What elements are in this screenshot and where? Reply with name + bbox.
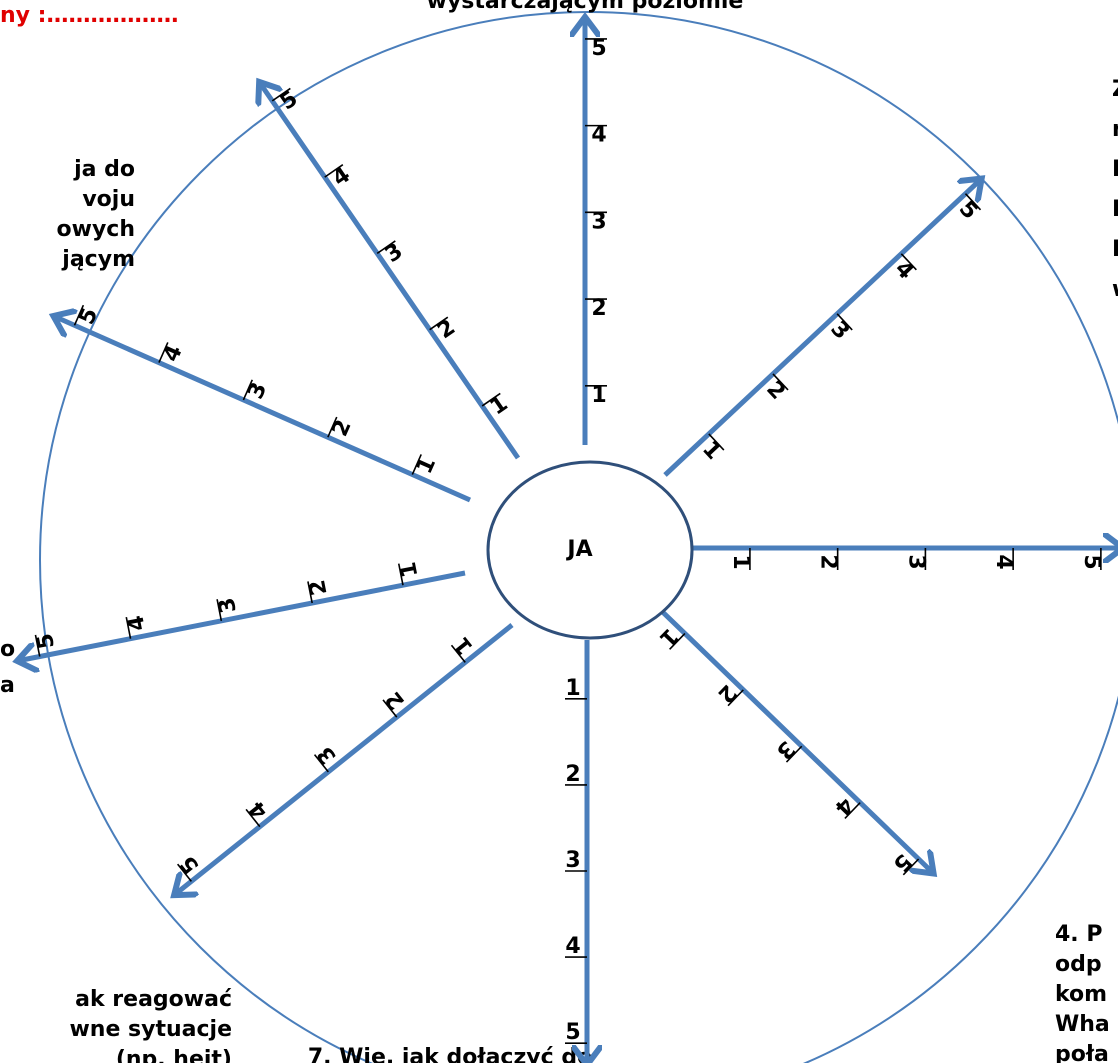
tick-label: 4	[591, 123, 606, 148]
side-text: I	[1112, 237, 1118, 262]
side-text: a	[0, 673, 15, 698]
axis-arrow	[262, 86, 521, 460]
tick-label: 2	[305, 578, 332, 598]
side-text: odp	[1055, 952, 1102, 977]
tick	[669, 632, 686, 650]
tick	[411, 454, 422, 475]
cut-text: wystarczającym poziomie	[427, 0, 744, 14]
tick-label: 5	[565, 1020, 580, 1045]
axis-arrow	[22, 570, 466, 660]
tick	[158, 342, 169, 363]
tick-label: 2	[565, 762, 580, 787]
tick-label: 3	[903, 554, 928, 569]
tick	[242, 379, 254, 401]
side-text: w	[1112, 277, 1118, 302]
tick	[125, 616, 132, 639]
side-text: jącym	[61, 247, 135, 272]
side-text: Z	[1112, 77, 1118, 102]
tick	[397, 563, 404, 586]
tick	[481, 392, 501, 407]
side-text: I	[1112, 197, 1118, 222]
tick-label: 5	[33, 631, 60, 651]
side-text: ja do	[73, 157, 135, 182]
side-text: Wha	[1055, 1012, 1110, 1037]
tick-label: 4	[991, 554, 1016, 569]
tick	[73, 304, 85, 326]
tick-label: 4	[123, 613, 150, 633]
side-text: kom	[1055, 982, 1107, 1007]
tick	[902, 858, 920, 876]
side-text: (np. hejt)	[116, 1047, 232, 1063]
tick	[844, 802, 861, 820]
tick	[271, 87, 291, 102]
axis-arrow	[643, 593, 930, 870]
side-text: wne sytuacje	[69, 1017, 232, 1042]
tick	[245, 808, 261, 828]
tick-label: 4	[565, 934, 580, 959]
tick-label: 3	[591, 209, 606, 234]
tick	[307, 581, 313, 604]
tick	[772, 373, 789, 391]
tick	[836, 313, 853, 331]
tick	[382, 699, 398, 718]
side-text: 4. P	[1055, 922, 1102, 947]
center-ellipse	[486, 460, 694, 640]
tick	[900, 253, 917, 271]
tick-label: 1	[728, 554, 753, 569]
side-text: poła	[1055, 1042, 1109, 1063]
tick	[216, 599, 223, 622]
axis-arrow	[178, 623, 514, 892]
tick-label: 5	[1079, 554, 1104, 569]
tick	[785, 745, 803, 763]
axis-arrow	[663, 182, 978, 477]
tick	[429, 316, 449, 331]
tick	[313, 754, 329, 773]
tick	[176, 863, 192, 882]
tick	[34, 634, 41, 657]
tick	[324, 164, 344, 178]
tick	[327, 416, 338, 438]
side-text: I	[1112, 157, 1118, 182]
tick-label: 5	[591, 36, 606, 61]
side-text: voju	[82, 187, 135, 212]
axis-arrow	[58, 318, 472, 503]
tick-label: 3	[565, 848, 580, 873]
side-text: o	[0, 637, 15, 662]
tick-label: 1	[396, 560, 423, 580]
tick-label: 1	[591, 383, 606, 408]
tick	[964, 193, 982, 211]
cut-text: 7. Wie, jak dołączyć do	[308, 1045, 592, 1063]
cut-text: ny :………………	[0, 3, 178, 28]
tick-label: 3	[214, 595, 241, 615]
tick	[727, 689, 744, 707]
center-label: JA	[565, 537, 592, 562]
side-text: ak reagować	[75, 987, 232, 1012]
side-text: owych	[57, 217, 135, 242]
tick	[450, 644, 466, 663]
side-text: n	[1112, 117, 1118, 142]
tick-label: 1	[565, 676, 580, 701]
tick-label: 2	[591, 296, 606, 321]
tick	[376, 240, 396, 255]
tick	[708, 433, 725, 451]
tick-label: 2	[816, 554, 841, 569]
